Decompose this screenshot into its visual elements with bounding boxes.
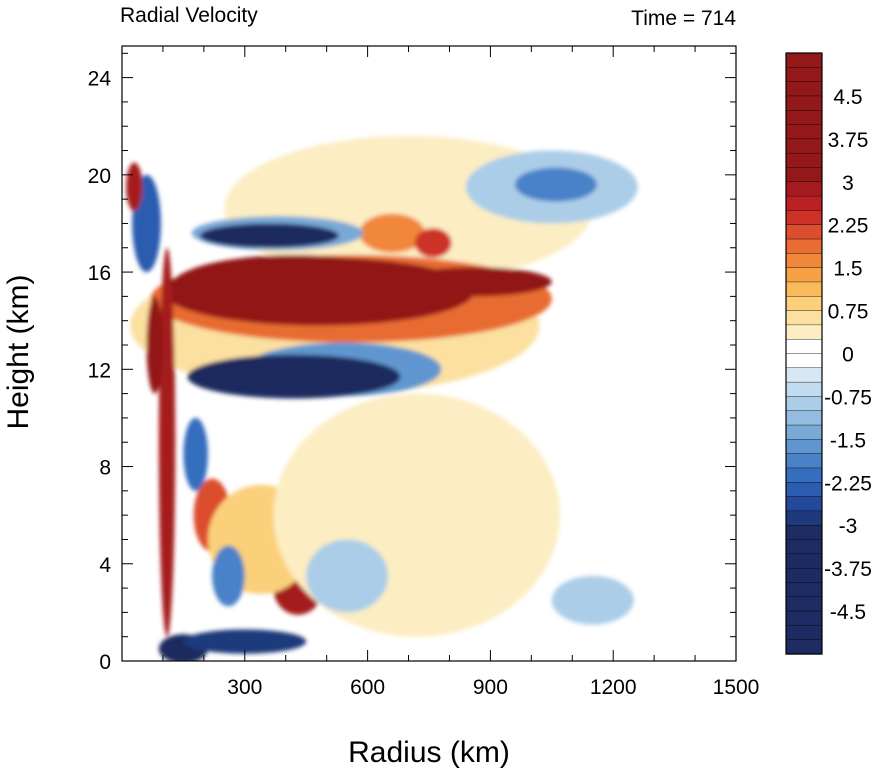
y-tick-label: 20: [88, 165, 111, 188]
colorbar-tick-label: 3.75: [828, 129, 869, 152]
colorbar-bin: [785, 138, 823, 154]
colorbar-bin: [785, 296, 823, 312]
colorbar-bin: [785, 210, 823, 226]
field-far-low-pos: [273, 393, 560, 637]
y-tick-label: 4: [99, 554, 111, 577]
colorbar-bin: [785, 525, 823, 541]
colorbar-bin: [785, 353, 823, 369]
colorbar-bin: [785, 539, 823, 555]
colorbar-tick-label: -4.5: [830, 601, 866, 624]
x-tick-label: 900: [473, 676, 508, 699]
field-edge-outflow: [126, 162, 143, 212]
colorbar-bin: [785, 367, 823, 383]
colorbar-tick-label: -2.25: [824, 472, 872, 495]
colorbar-bin: [785, 338, 823, 355]
y-tick-label: 24: [88, 68, 112, 91]
colorbar-bin: [785, 238, 823, 254]
x-tick-label: 1500: [713, 676, 760, 699]
colorbar-bin: [785, 95, 823, 111]
colorbar-bin: [785, 410, 823, 426]
colorbar-bin: [785, 324, 823, 340]
chart-title: Radial Velocity: [120, 4, 258, 27]
y-tick-label: 16: [88, 262, 111, 285]
y-axis-label: Height (km): [2, 274, 35, 429]
field-low-inflow-b: [183, 417, 208, 491]
colorbar-bin: [785, 253, 823, 269]
plot-frame: [121, 45, 737, 662]
colorbar-bin: [785, 496, 823, 512]
colorbar-bin: [785, 267, 823, 283]
colorbar-tick-label: 0: [842, 344, 854, 367]
field-low-inflow-a: [212, 545, 245, 607]
colorbar-bin: [785, 152, 823, 169]
colorbar-tick-label: 2.25: [828, 215, 869, 238]
colorbar-tick-label: 3: [842, 172, 854, 195]
colorbar-bin: [785, 424, 823, 440]
field-outflow-core: [171, 255, 417, 319]
colorbar-bin: [785, 224, 823, 240]
colorbar-bin: [785, 110, 823, 126]
x-tick-label: 600: [350, 676, 385, 699]
field-upper-outflow-a: [359, 213, 425, 253]
colorbar-bin: [785, 67, 823, 83]
field-upper-outflow-b: [414, 228, 452, 258]
colorbar-tick-label: 4.5: [833, 86, 862, 109]
x-axis-label: Radius (km): [348, 736, 510, 769]
field-bl-inflow-b: [183, 629, 307, 654]
y-tick-label: 12: [88, 359, 111, 382]
field-far-low-neg: [551, 575, 634, 625]
colorbar-bin: [785, 582, 823, 598]
field-eyewall-column: [158, 247, 176, 637]
x-tick-label: 1200: [590, 676, 637, 699]
colorbar-tick-label: -0.75: [824, 386, 872, 409]
colorbar-bin: [785, 625, 823, 641]
velocity-field: [126, 135, 638, 661]
colorbar-bin: [785, 195, 823, 212]
colorbar-bin: [785, 510, 823, 526]
colorbar-bin: [785, 181, 823, 197]
x-tick-label: 300: [227, 676, 262, 699]
colorbar-bin: [785, 52, 823, 68]
colorbar-bin: [785, 596, 823, 612]
colorbar-bin: [785, 167, 823, 183]
field-eyewall-upper: [146, 296, 163, 394]
colorbar-bin: [785, 467, 823, 483]
colorbar-bin: [785, 381, 823, 398]
colorbar-bin: [785, 567, 823, 584]
colorbar-bin: [785, 482, 823, 498]
colorbar-bin: [785, 396, 823, 412]
colorbar-frame: [785, 52, 823, 655]
field-outflow-tongue: [396, 267, 552, 297]
colorbar-bin: [785, 281, 823, 297]
colorbar-bin: [785, 310, 823, 326]
colorbar-tick-label: -1.5: [830, 429, 866, 452]
field-mid-low-neg: [306, 539, 389, 613]
colorbar-tick-label: 1.5: [833, 258, 862, 281]
colorbar-bin: [785, 553, 823, 569]
colorbar-tick-label: -3.75: [824, 558, 872, 581]
colorbar-bin: [785, 639, 823, 655]
field-upper-inflow-band: [199, 223, 339, 248]
y-tick-label: 0: [99, 651, 111, 674]
colorbar-tick-label: 0.75: [828, 301, 869, 324]
colorbar: 4.5 3.75 3 2.25 1.5 0.75 0 -0.75 -1.5 -2.25 -3 -3.7…: [785, 52, 872, 655]
field-upper-inflow-core: [514, 167, 597, 202]
colorbar-bin: [785, 453, 823, 469]
axis-ticks: 300 600 900 1200 1500 0 4 8 12 16 20 24: [88, 46, 760, 699]
colorbar-bin: [785, 81, 823, 97]
colorbar-bin: [785, 439, 823, 455]
time-label: Time = 714: [631, 7, 736, 30]
colorbar-bin: [785, 610, 823, 626]
colorbar-bin: [785, 124, 823, 140]
field-inflow-layer: [187, 354, 401, 399]
colorbar-tick-label: -3: [839, 515, 858, 538]
y-tick-label: 8: [99, 457, 111, 480]
